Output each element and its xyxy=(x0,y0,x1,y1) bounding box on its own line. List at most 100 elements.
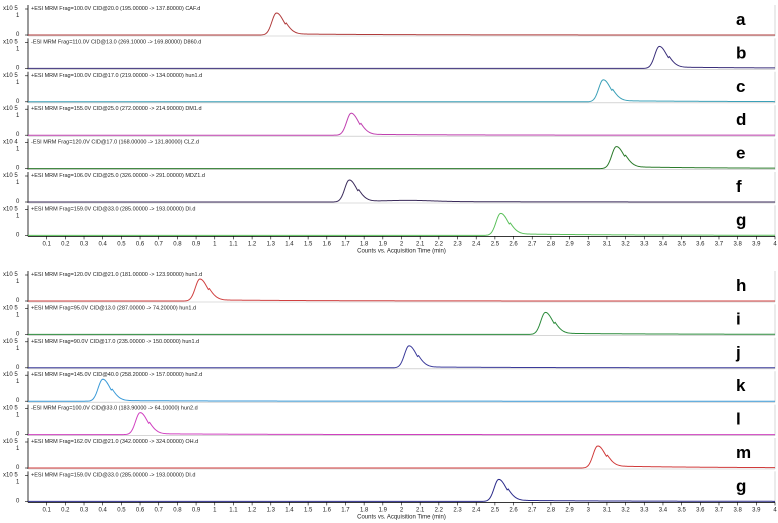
x-tick-label: 2.8 xyxy=(547,241,556,247)
trace-ytick-top: 1 xyxy=(16,279,20,285)
trace-scale-label: x10 5 xyxy=(3,272,18,278)
x-tick-label: 0.8 xyxy=(173,507,182,513)
x-tick-label: 3.5 xyxy=(677,507,686,513)
trace-ytick-top: 1 xyxy=(16,413,20,419)
x-tick-label: 2.1 xyxy=(416,241,425,247)
trace-title: +ESI MRM Frag=162.0V CID@21.0 (342.00000… xyxy=(31,439,198,445)
trace-k: x10 51 0 +ESI MRM Frag=145.0V CID@40.0 (25… xyxy=(3,371,776,404)
trace-scale-label: x10 4 xyxy=(3,140,18,146)
x-tick-label: 2.4 xyxy=(472,241,481,247)
trace-line xyxy=(28,311,775,335)
x-tick-label: 0.2 xyxy=(61,241,70,247)
x-tick-label: 4 xyxy=(773,507,777,513)
trace-letter: h xyxy=(736,276,746,295)
trace-scale-label: x10 5 xyxy=(3,339,18,345)
x-tick-label: 3.2 xyxy=(621,241,630,247)
trace-ytick-top: 1 xyxy=(16,379,20,385)
trace-line xyxy=(28,79,775,103)
trace-letter: i xyxy=(736,309,741,328)
x-tick-label: 1.9 xyxy=(379,241,388,247)
trace-ytick-bottom: 0 xyxy=(16,465,20,471)
x-tick-label: 1.3 xyxy=(267,507,276,513)
x-tick-label: 0.4 xyxy=(99,507,108,513)
x-tick-label: 1.1 xyxy=(229,507,238,513)
trace-e: x10 41 0 -ESI MRM Frag=120.0V CID@17.0 (16… xyxy=(3,138,776,172)
trace-line xyxy=(28,179,775,203)
trace-scale-label: x10 5 xyxy=(3,372,18,378)
trace-scale-label: x10 5 xyxy=(3,305,18,311)
panels: x10 510+ESI MRM Frag=100.0V CID@20.0 (19… xyxy=(3,5,777,520)
x-tick-label: 1.3 xyxy=(267,241,276,247)
trace-ytick-top: 1 xyxy=(16,346,20,352)
trace-l: x10 51 0 -ESI MRM Frag=100.0V CID@33.0 (18… xyxy=(3,404,776,438)
trace-ytick-bottom: 0 xyxy=(16,398,20,404)
trace-scale-label: x10 5 xyxy=(3,206,18,212)
trace-a: x10 51 0 +ESI MRM Frag=100.0V CID@20.0 (19… xyxy=(3,5,776,38)
x-tick-label: 2.7 xyxy=(528,241,537,247)
trace-d: x10 51 0 +ESI MRM Frag=155.0V CID@25.0 (27… xyxy=(3,105,776,138)
x-tick-label: 2.9 xyxy=(565,241,574,247)
trace-title: +ESI MRM Frag=155.0V CID@25.0 (272.00000… xyxy=(31,106,202,112)
x-tick-label: 2.9 xyxy=(565,507,574,513)
trace-scale-label: x10 5 xyxy=(3,6,18,12)
x-tick-label: 2.1 xyxy=(416,507,425,513)
x-tick-label: 3.4 xyxy=(659,507,668,513)
x-tick-label: 1.9 xyxy=(379,507,388,513)
x-tick-label: 2.7 xyxy=(528,507,537,513)
trace-title: +ESI MRM Frag=106.0V CID@25.0 (326.00000… xyxy=(31,173,205,179)
x-tick-label: 0.7 xyxy=(155,241,164,247)
trace-ytick-bottom: 0 xyxy=(16,432,20,438)
trace-letter: l xyxy=(736,410,741,429)
x-tick-label: 4 xyxy=(773,241,777,247)
trace-letter: m xyxy=(736,443,751,462)
trace-h: x10 51 0 +ESI MRM Frag=120.0V CID@21.0 (18… xyxy=(3,271,776,304)
x-tick-label: 3.1 xyxy=(603,507,612,513)
x-tick-label: 1 xyxy=(213,241,217,247)
x-tick-label: 0.5 xyxy=(117,241,126,247)
chromatogram-panel-2: x10 510+ESI MRM Frag=120.0V CID@21.0 (18… xyxy=(3,271,777,520)
x-tick-label: 0.9 xyxy=(192,241,201,247)
x-tick-label: 3.2 xyxy=(621,507,630,513)
trace-ytick-bottom: 0 xyxy=(16,298,20,304)
x-tick-label: 1.8 xyxy=(360,241,369,247)
x-tick-label: 3.6 xyxy=(696,507,705,513)
trace-title: +ESI MRM Frag=95.0V CID@13.0 (287.00000 … xyxy=(31,305,196,311)
trace-line xyxy=(28,212,775,236)
x-tick-label: 3.1 xyxy=(603,241,612,247)
x-tick-label: 0.3 xyxy=(80,507,89,513)
trace-letter: d xyxy=(736,110,746,129)
x-tick-label: 3.6 xyxy=(696,241,705,247)
x-tick-label: 2.2 xyxy=(435,241,444,247)
trace-ytick-bottom: 0 xyxy=(16,365,20,371)
trace-ytick-top: 1 xyxy=(16,113,20,119)
x-tick-label: 0.9 xyxy=(192,507,201,513)
trace-ytick-bottom: 0 xyxy=(16,32,20,38)
trace-letter: a xyxy=(736,10,746,29)
x-tick-label: 2 xyxy=(400,507,404,513)
trace-line xyxy=(28,345,775,369)
trace-ytick-bottom: 0 xyxy=(16,498,20,504)
x-tick-label: 1.4 xyxy=(285,241,294,247)
trace-ytick-bottom: 0 xyxy=(16,232,20,238)
x-tick-label: 3.9 xyxy=(752,507,761,513)
x-tick-label: 3.3 xyxy=(640,507,649,513)
trace-line xyxy=(28,378,775,402)
trace-letter: j xyxy=(735,343,741,362)
x-tick-label: 2 xyxy=(400,241,404,247)
x-tick-label: 1.8 xyxy=(360,507,369,513)
x-tick-label: 3.5 xyxy=(677,241,686,247)
trace-letter: g xyxy=(736,476,746,495)
trace-title: -ESI MRM Frag=100.0V CID@33.0 (183.90000… xyxy=(31,406,198,412)
x-tick-label: 2.5 xyxy=(491,241,500,247)
x-tick-label: 3 xyxy=(587,507,591,513)
x-tick-label: 2.5 xyxy=(491,507,500,513)
trace-scale-label: x10 5 xyxy=(3,106,18,112)
x-tick-label: 1.4 xyxy=(285,507,294,513)
trace-c: x10 51 0 +ESI MRM Frag=100.0V CID@17.0 (21… xyxy=(3,71,776,105)
trace-line xyxy=(28,12,775,36)
x-tick-label: 2.8 xyxy=(547,507,556,513)
trace-line xyxy=(28,45,775,69)
trace-title: -ESI MRM Frag=120.0V CID@17.0 (168.00000… xyxy=(31,140,199,146)
trace-scale-label: x10 5 xyxy=(3,472,18,478)
